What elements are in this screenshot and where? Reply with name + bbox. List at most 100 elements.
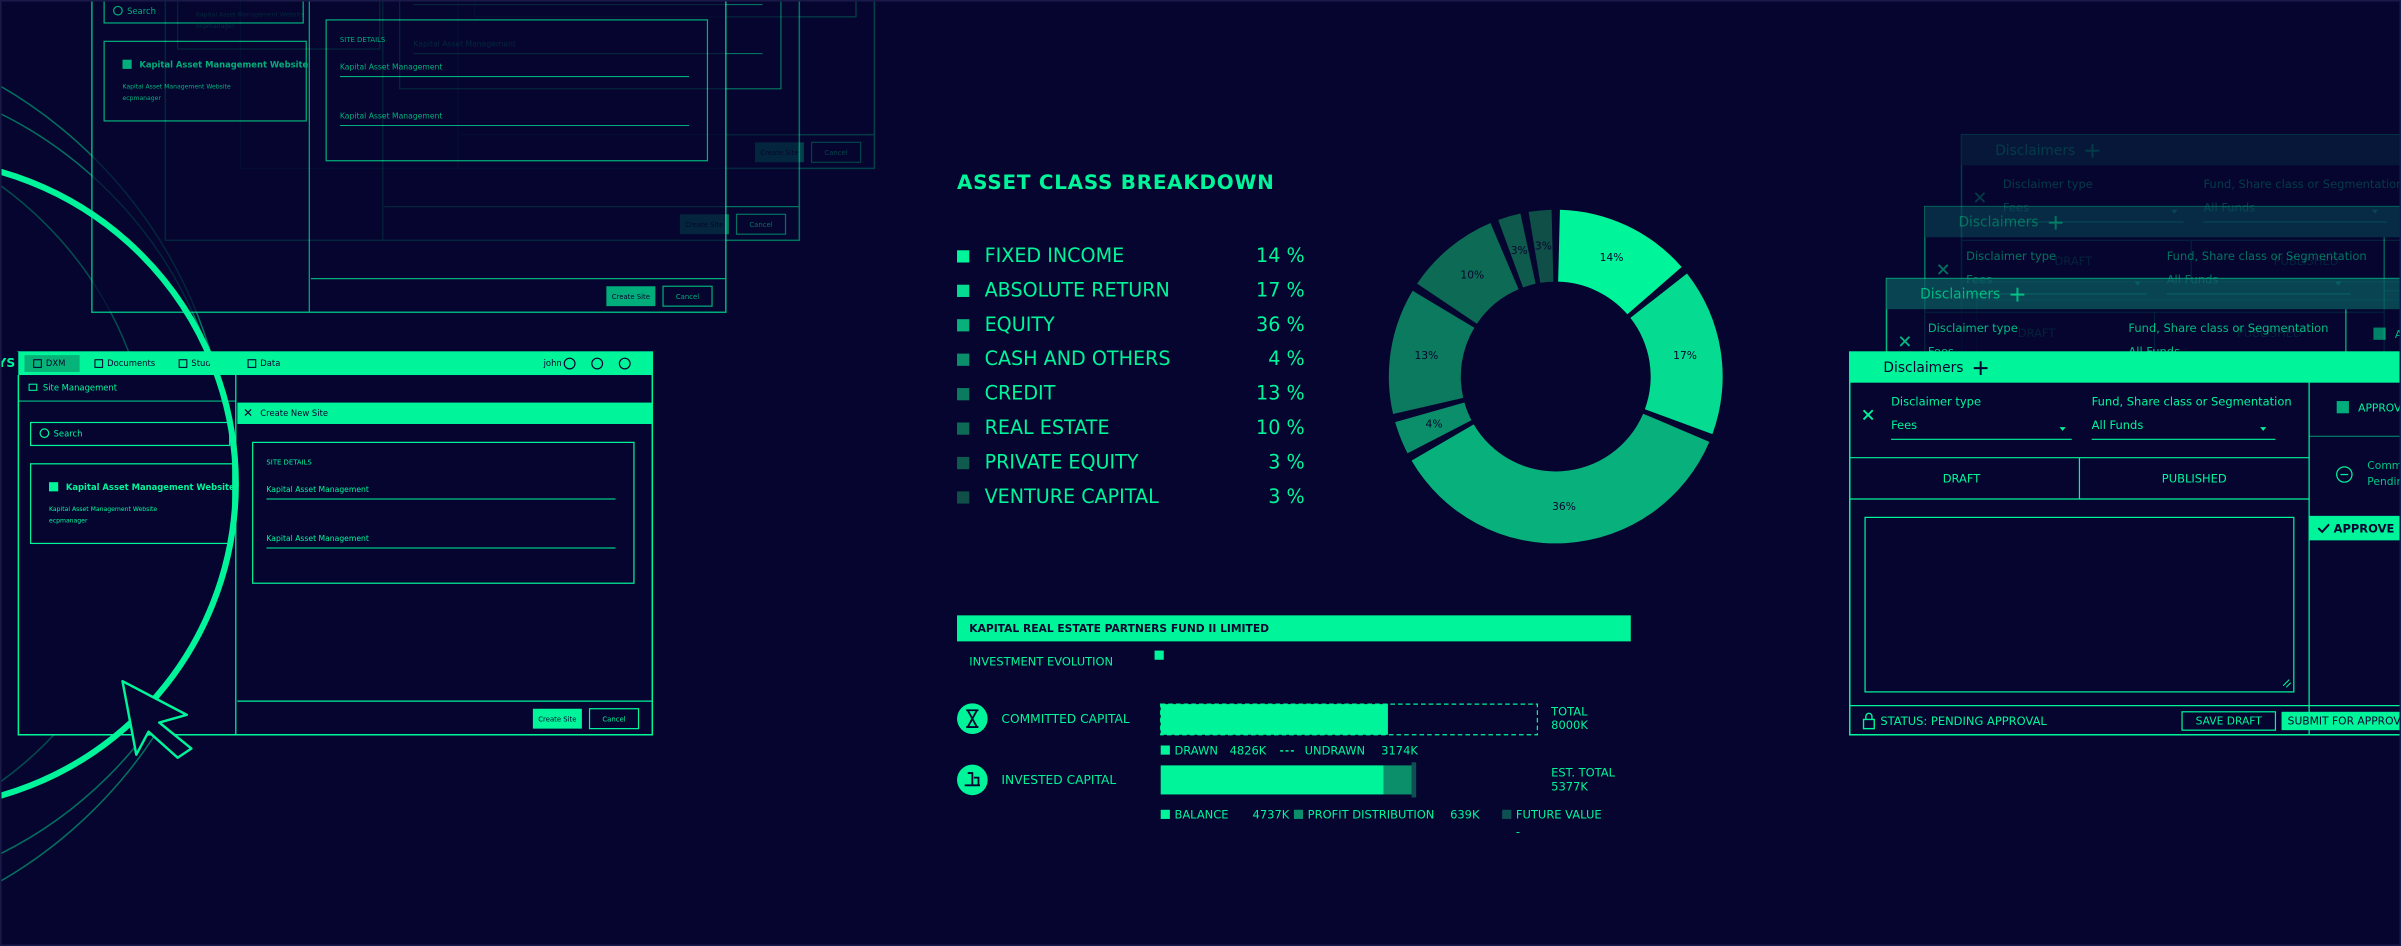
field-value[interactable]: Fees xyxy=(2003,201,2029,215)
dropdown-caret[interactable] xyxy=(2260,427,2267,431)
bar-segment xyxy=(1160,765,1384,795)
donut-label: 3% xyxy=(1511,244,1528,257)
tab[interactable]: PUBLISHED xyxy=(2162,472,2227,486)
cancel-button[interactable] xyxy=(810,141,862,163)
add-icon[interactable] xyxy=(2085,143,2100,158)
total-value: 5377K xyxy=(1551,779,1588,793)
close-icon[interactable] xyxy=(1937,264,1949,275)
logo-block xyxy=(0,352,19,376)
tab[interactable]: PUBLISHED xyxy=(2274,254,2339,268)
field-value: Kapital Asset Management xyxy=(340,62,442,71)
value-label: 13 % xyxy=(1256,382,1305,405)
status: STATUS: PENDING APPROVAL xyxy=(1880,714,2047,728)
toolbar-icon[interactable] xyxy=(618,357,631,370)
dialog-header xyxy=(237,402,653,425)
close-icon[interactable] xyxy=(1862,409,1874,421)
add-icon[interactable] xyxy=(2048,215,2063,230)
nav-item[interactable]: Data xyxy=(260,358,280,368)
create-button-label[interactable]: Create Site xyxy=(760,149,798,157)
add-icon[interactable] xyxy=(1973,361,1988,376)
create-button[interactable] xyxy=(606,286,656,307)
field-label: Disclaimer type xyxy=(1891,394,1981,408)
approve-label[interactable]: APPROVE xyxy=(2334,521,2395,535)
cancel-button[interactable] xyxy=(735,213,787,235)
dialog-title: Create New Site xyxy=(260,408,328,418)
side-text: Pending xyxy=(2367,475,2401,488)
save-button-label[interactable]: SAVE DRAFT xyxy=(2196,715,2263,728)
close-icon[interactable] xyxy=(1899,336,1911,347)
field-label: Fund, Share class or Segmentation xyxy=(2167,249,2367,263)
field-value[interactable]: All Funds xyxy=(2092,418,2144,432)
cancel-button-label[interactable]: Cancel xyxy=(824,149,847,157)
legend-value: 639K xyxy=(1450,808,1480,822)
field-label: Fund, Share class or Segmentation xyxy=(2128,321,2328,335)
dropdown-caret[interactable] xyxy=(2059,427,2066,431)
field-value: Kapital Asset Management xyxy=(266,485,368,494)
text-area[interactable] xyxy=(1864,516,2295,693)
side-text: Comment xyxy=(2367,459,2401,472)
field-value: Kapital Asset Management xyxy=(266,534,368,543)
toolbar-icon[interactable] xyxy=(591,357,604,370)
search-box[interactable] xyxy=(103,0,304,24)
panel-frame xyxy=(1848,351,2401,736)
panel-title: Disclaimers xyxy=(1995,143,2075,159)
lock-shackle xyxy=(1865,712,1873,720)
site-title: Kapital Asset Management Website xyxy=(139,60,308,70)
submit-button-label[interactable]: SUBMIT FOR APPROVAL xyxy=(2288,715,2401,728)
category-label: ABSOLUTE RETURN xyxy=(985,278,1170,301)
donut-label: 36% xyxy=(1552,500,1576,513)
info-icon xyxy=(1154,650,1164,660)
cancel-button[interactable] xyxy=(662,285,713,307)
cancel-button-label[interactable]: Cancel xyxy=(676,293,699,301)
cancel-button-label[interactable]: Cancel xyxy=(749,221,772,229)
nav-item[interactable]: DXM xyxy=(46,358,66,368)
top-bar xyxy=(18,352,653,376)
tab[interactable]: DRAFT xyxy=(2055,254,2094,268)
nav-icon xyxy=(178,359,188,368)
close-icon[interactable] xyxy=(1974,192,1986,203)
legend-label: FUTURE VALUE xyxy=(1516,808,1602,822)
resize-grip xyxy=(2282,679,2292,688)
field-value[interactable]: All Funds xyxy=(2203,201,2255,215)
create-button[interactable] xyxy=(754,142,804,163)
legend-swatch xyxy=(1160,809,1170,819)
site-card[interactable] xyxy=(103,40,307,122)
panel-header xyxy=(1961,134,2401,166)
disclaimer-panel: Disclaimers Disclaimer type Fund, Share cl… xyxy=(1848,351,2401,736)
nav-item[interactable]: Studi xyxy=(191,358,213,368)
donut-segment xyxy=(1498,213,1536,288)
nav-item[interactable]: Documents xyxy=(107,358,155,368)
legend-swatch xyxy=(1293,809,1304,819)
close-icon[interactable] xyxy=(244,409,252,417)
legend-value: 4826K xyxy=(1230,743,1267,757)
value-label: 14 % xyxy=(1256,244,1305,267)
dropdown-caret[interactable] xyxy=(2171,209,2178,214)
category-label: FIXED INCOME xyxy=(985,244,1125,267)
total-value: 8000K xyxy=(1551,718,1588,732)
create-button[interactable] xyxy=(532,708,582,729)
panel-title: Disclaimers xyxy=(1920,287,2000,303)
legend-swatch xyxy=(957,319,970,332)
submit-button[interactable] xyxy=(2281,711,2401,731)
value-label: 3 % xyxy=(1268,485,1304,508)
site-url: ecpmanager xyxy=(49,517,88,524)
dropdown-caret[interactable] xyxy=(2371,209,2379,214)
category-label: CREDIT xyxy=(985,382,1056,405)
save-button[interactable] xyxy=(2181,711,2277,731)
toolbar-icon[interactable] xyxy=(563,357,576,370)
create-button-label[interactable]: Create Site xyxy=(538,715,576,723)
category-label: REAL ESTATE xyxy=(985,416,1110,439)
create-button-label[interactable]: Create Site xyxy=(612,293,650,301)
legend-swatch xyxy=(957,491,970,504)
tab[interactable]: DRAFT xyxy=(1943,472,1982,486)
field-value[interactable]: Fees xyxy=(1891,418,1917,432)
panel-header xyxy=(1886,278,2401,310)
add-icon[interactable] xyxy=(2010,287,2025,302)
field-label: Disclaimer type xyxy=(1928,321,2018,335)
monitor-icon xyxy=(28,383,38,391)
cancel-button-label[interactable]: Cancel xyxy=(602,715,625,723)
cancel-button[interactable] xyxy=(588,708,640,730)
category-label: VENTURE CAPITAL xyxy=(985,485,1160,508)
